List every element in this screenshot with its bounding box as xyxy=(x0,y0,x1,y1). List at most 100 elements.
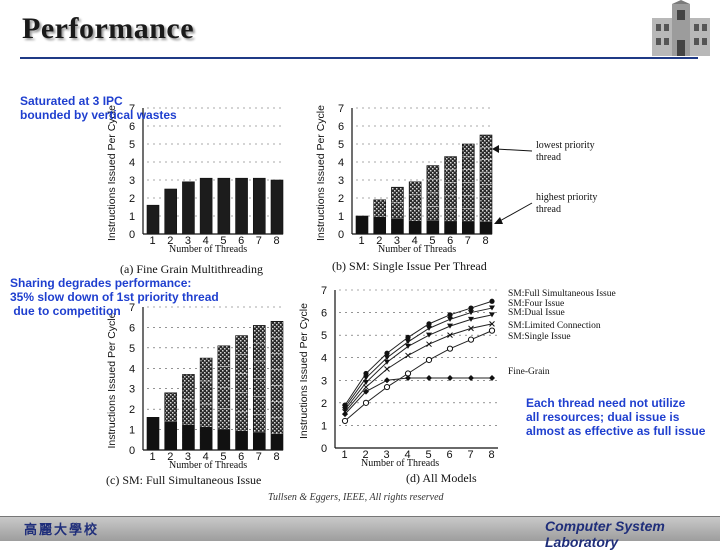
chart-d-y-tick-label: 6 xyxy=(321,308,327,320)
chart-b-x-tick-label: 8 xyxy=(483,235,489,247)
chart-b-x-tick-label: 4 xyxy=(412,235,418,247)
chart-d-x-tick-label: 5 xyxy=(426,449,432,461)
chart-a-x-tick-label: 4 xyxy=(203,235,209,247)
lowest-priority-arrow xyxy=(495,148,533,152)
chart-d-series-marker xyxy=(405,352,411,359)
chart-d-series-marker xyxy=(363,375,369,381)
chart-a-y-tick-label: 0 xyxy=(129,229,135,241)
chart-a-y-tick-label: 2 xyxy=(129,193,135,205)
chart-a-y-tick-label: 3 xyxy=(129,175,135,187)
chart-d-x-tick-label: 3 xyxy=(384,449,390,461)
chart-d-series-marker xyxy=(405,375,411,382)
chart-a-x-tick-label: 5 xyxy=(220,235,226,247)
chart-b-y-tick-label: 3 xyxy=(338,175,344,187)
chart-b-bar-base-thread xyxy=(373,216,386,234)
chart-d-series-marker xyxy=(341,417,349,425)
chart-a-bar xyxy=(164,188,178,235)
chart-a-bar xyxy=(199,177,213,235)
chart-c-bar-base-thread xyxy=(182,424,195,450)
chart-d-series-marker xyxy=(489,375,495,382)
chart-a-x-tick-label: 7 xyxy=(256,235,262,247)
chart-b-bar-base-thread xyxy=(409,220,422,234)
chart-c-bar-base-thread xyxy=(147,417,159,450)
chart-c-y-tick-label: 3 xyxy=(129,384,135,396)
chart-d-series-marker xyxy=(447,312,453,318)
chart-c-x-tick-label: 6 xyxy=(238,451,244,463)
chart-d-x-axis-label: Number of Threads xyxy=(361,458,439,469)
chart-b-lowest-priority-label: thread xyxy=(536,152,561,163)
chart-c-x-tick-label: 1 xyxy=(150,451,156,463)
chart-c-x-tick-label: 4 xyxy=(203,451,209,463)
chart-d-series-marker xyxy=(384,366,390,372)
chart-c-bar-base-thread xyxy=(271,433,283,450)
chart-a-bar xyxy=(217,177,231,235)
chart-d-series-marker xyxy=(342,407,348,413)
chart-a-x-tick-label: 1 xyxy=(150,235,156,247)
highest-priority-arrowhead xyxy=(494,217,503,224)
chart-b-x-axis-label: Number of Threads xyxy=(378,244,456,255)
note-saturated: Saturated at 3 IPC bounded by vertical w… xyxy=(20,94,177,122)
chart-d-caption: (d) All Models xyxy=(406,471,477,485)
chart-d-x-tick-label: 1 xyxy=(342,449,348,461)
chart-d-y-tick-label: 1 xyxy=(321,420,327,432)
chart-c-y-tick-label: 7 xyxy=(129,302,135,314)
credit-text: Tullsen & Eggers, IEEE, All rights reser… xyxy=(268,492,444,503)
chart-b-y-tick-label: 1 xyxy=(338,211,344,223)
chart-b-y-tick-label: 2 xyxy=(338,193,344,205)
chart-d-series-marker xyxy=(384,355,390,361)
chart-a-x-tick-label: 6 xyxy=(238,235,244,247)
chart-d-series-line xyxy=(344,377,492,415)
chart-d-series-marker xyxy=(405,334,411,340)
footer-lab-name: Computer System Laboratory xyxy=(545,518,665,550)
chart-d-series-line xyxy=(344,330,493,422)
chart-d-series-marker xyxy=(384,377,390,384)
chart-d-legend-label: SM:Dual Issue xyxy=(508,308,565,318)
chart-b-x-tick-label: 2 xyxy=(376,235,382,247)
chart-b-bar-base-thread xyxy=(480,221,492,234)
chart-d-series-marker xyxy=(363,388,369,395)
chart-d-x-tick-label: 6 xyxy=(447,449,453,461)
chart-d-legend-label: SM:Single Issue xyxy=(508,332,571,342)
chart-c-y-axis-label: Instructions Issued Per Cycle xyxy=(106,312,118,448)
chart-d-series-marker xyxy=(447,323,453,329)
chart-d-x-tick-label: 8 xyxy=(489,449,495,461)
chart-d-series-line xyxy=(344,323,493,413)
chart-d-series-marker xyxy=(363,370,369,377)
chart-d-legend-label: Fine-Grain xyxy=(508,367,550,377)
chart-a-bar xyxy=(270,179,284,235)
chart-d-legend-label: SM:Full Simultaneous Issue xyxy=(508,289,616,299)
chart-b-y-tick-label: 4 xyxy=(338,157,344,169)
chart-b-x-tick-label: 1 xyxy=(359,235,365,247)
chart-d-y-axis-label: Instructions Issued Per Cycle xyxy=(298,303,310,439)
chart-b-caption: (b) SM: Single Issue Per Thread xyxy=(332,259,487,273)
chart-c-bar-base-thread xyxy=(217,429,230,450)
chart-d-series-marker xyxy=(363,384,369,390)
chart-b-bar-base-thread xyxy=(444,221,457,234)
chart-c-y-tick-label: 6 xyxy=(129,322,135,334)
chart-b-bar-base-thread xyxy=(356,216,368,234)
chart-c-bar xyxy=(252,325,266,451)
chart-d-series-marker xyxy=(489,321,495,327)
chart-d-series-marker xyxy=(384,359,390,365)
chart-d-series-marker xyxy=(405,343,411,349)
chart-d-series-marker xyxy=(447,316,453,322)
chart-d-series-marker xyxy=(447,375,453,382)
chart-c-x-axis-label: Number of Threads xyxy=(169,460,247,471)
chart-b-y-tick-label: 6 xyxy=(338,121,344,133)
chart-a-bar xyxy=(146,204,160,235)
chart-b-bar xyxy=(461,143,475,235)
chart-d-series-marker xyxy=(468,310,474,316)
chart-c-y-tick-label: 2 xyxy=(129,404,135,416)
lowest-priority-arrowhead xyxy=(492,145,499,153)
chart-d-y-tick-label: 3 xyxy=(321,375,327,387)
chart-d-series-marker xyxy=(446,345,454,352)
chart-c-x-tick-label: 8 xyxy=(274,451,280,463)
chart-d-series-marker xyxy=(362,399,370,406)
chart-a-y-tick-label: 5 xyxy=(129,139,135,151)
chart-b-lowest-priority-label: lowest priority xyxy=(536,140,595,151)
chart-d-series-marker xyxy=(468,316,474,322)
chart-d-legend-label: SM:Limited Connection xyxy=(508,321,601,331)
chart-d-series-marker xyxy=(489,298,495,304)
chart-d-x-tick-label: 2 xyxy=(363,449,369,461)
